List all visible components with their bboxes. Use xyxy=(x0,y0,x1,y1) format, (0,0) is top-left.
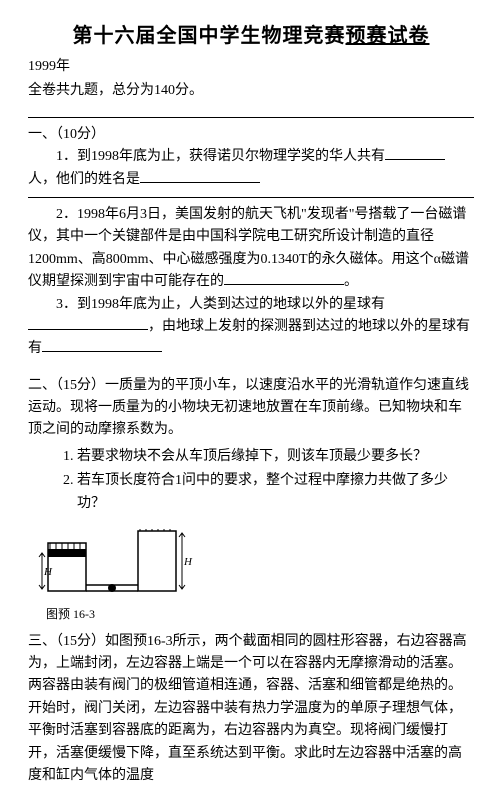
svg-text:H: H xyxy=(43,566,53,578)
sec1-q3b: ，由地球上发射的探测器到达过的地球以外的星球有 xyxy=(28,316,474,338)
sec1-q1-text: 1．到1998年底为止，获得诺贝尔物理学奖的华人共有 xyxy=(56,149,385,164)
figure-caption: 图预 16-3 xyxy=(46,605,474,624)
sec3-text: 三、（15分）如图预16-3所示，两个截面相同的圆柱形容器，右边容器高为，上端封… xyxy=(28,631,474,787)
blank xyxy=(224,271,344,285)
sec1-header: 一、（10分） xyxy=(28,124,474,146)
blank xyxy=(140,169,260,183)
sec2-text: 二、（15分）一质量为的平顶小车，以速度沿水平的光滑轨道作匀速直线运动。现将一质… xyxy=(28,375,474,442)
sec1-q2: 2．1998年6月3日，美国发射的航天飞机"发现者"号搭载了一台磁谱仪，其中一个… xyxy=(28,204,474,294)
sec2-item-1: 若要求物块不会从车顶后缘掉下，则该车顶最少要多长？ xyxy=(77,446,474,468)
exam-year: 1999年 xyxy=(28,56,474,78)
sec1-q2-tail: 。 xyxy=(344,274,358,289)
sec1-q3c: 有 xyxy=(28,338,474,360)
sec2-list: 若要求物块不会从车顶后缘掉下，则该车顶最少要多长？ 若车顶长度符合1问中的要求，… xyxy=(28,446,474,515)
total-score: 全卷共九题，总分为140分。 xyxy=(28,80,474,102)
blank xyxy=(42,338,162,352)
sec1-q3c-prefix: 有 xyxy=(28,341,42,356)
section-3: 三、（15分）如图预16-3所示，两个截面相同的圆柱形容器，右边容器高为，上端封… xyxy=(28,631,474,787)
section-1: 一、（10分） 1．到1998年底为止，获得诺贝尔物理学奖的华人共有 人，他们的… xyxy=(28,124,474,361)
sec2-item-2: 若车顶长度符合1问中的要求，整个过程中摩擦力共做了多少功？ xyxy=(77,470,474,515)
section-2: 二、（15分）一质量为的平顶小车，以速度沿水平的光滑轨道作匀速直线运动。现将一质… xyxy=(28,375,474,515)
sec1-q3a-text: 3．到1998年底为止，人类到达过的地球以外的星球有 xyxy=(56,297,385,312)
blank xyxy=(385,146,445,160)
sec1-q1: 1．到1998年底为止，获得诺贝尔物理学奖的华人共有 xyxy=(28,146,474,168)
sec1-q3b-text: ，由地球上发射的探测器到达过的地球以外的星球有 xyxy=(148,319,470,334)
divider xyxy=(28,197,474,198)
title-main: 第十六届全国中学生物理竞赛 xyxy=(73,25,346,47)
sec1-q1-tail: 人，他们的姓名是 xyxy=(28,169,474,191)
svg-text:H: H xyxy=(183,556,193,568)
sec1-q1-tail-text: 人，他们的姓名是 xyxy=(28,172,140,187)
blank xyxy=(28,316,148,330)
sec1-q3: 3．到1998年底为止，人类到达过的地球以外的星球有 xyxy=(28,294,474,316)
title-suffix: 预赛试卷 xyxy=(346,25,430,47)
divider xyxy=(28,117,474,118)
figure-16-3: H H xyxy=(36,529,474,603)
